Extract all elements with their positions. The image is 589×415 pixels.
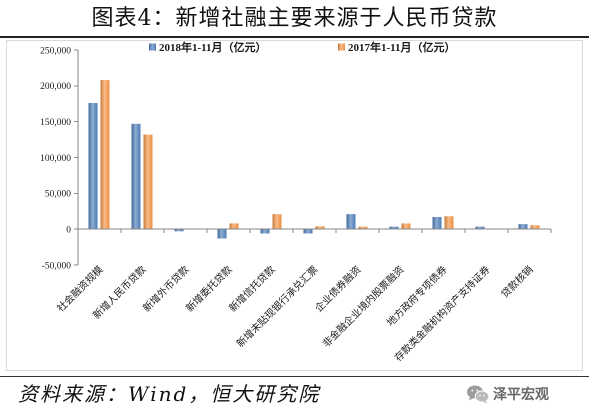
- source-divider: [0, 376, 589, 377]
- x-tick-label: 非金融企业境内股票融资: [320, 263, 407, 350]
- bar-2018-6: [303, 229, 313, 234]
- chart-title: 图表4：新增社融主要来源于人民币贷款: [91, 6, 498, 31]
- chart-frame: [6, 40, 583, 371]
- legend-swatch-2017: [338, 43, 345, 51]
- bar-2018-9: [432, 216, 442, 230]
- bar-2017-4: [229, 223, 239, 230]
- y-tick-label: 250,000: [40, 46, 71, 56]
- bar-2018-8: [389, 226, 399, 230]
- y-tick-label: 0: [66, 225, 71, 235]
- watermark: 泽平宏观: [466, 383, 549, 405]
- bar-2018-11: [518, 224, 528, 230]
- bar-2017-9: [444, 216, 454, 230]
- y-tick-label: -50,000: [42, 261, 72, 271]
- source-note: 资料来源：Wind，恒大研究院: [18, 382, 321, 406]
- bar-2017-7: [358, 226, 368, 230]
- bar-2017-6: [315, 226, 325, 230]
- bar-2018-4: [217, 229, 227, 239]
- y-tick-label: 150,000: [40, 118, 71, 128]
- bar-2018-1: [88, 103, 98, 230]
- legend: 2018年1-11月（亿元） 2017年1-11月（亿元）: [149, 40, 456, 54]
- y-tick-label: 50,000: [45, 190, 71, 200]
- watermark-text: 泽平宏观: [493, 387, 549, 403]
- x-axis: 社会融资规模新增人民币贷款新增外币贷款新增委托贷款新增信托贷款新增未贴现银行承兑…: [54, 228, 552, 364]
- wechat-icon: [466, 384, 490, 404]
- y-tick-label: 200,000: [40, 82, 71, 92]
- bar-series: [88, 80, 540, 239]
- legend-label-2018: 2018年1-11月（亿元）: [159, 40, 267, 54]
- bar-2017-5: [272, 214, 282, 230]
- bar-2017-11: [530, 225, 540, 230]
- bar-2018-5: [260, 229, 270, 234]
- bar-2017-8: [401, 223, 411, 230]
- bar-2017-1: [100, 80, 110, 230]
- x-tick-label: 新增未贴现银行承兑汇票: [234, 263, 321, 350]
- bar-2018-10: [475, 226, 485, 230]
- y-tick-label: 100,000: [40, 154, 71, 164]
- bar-2018-2: [131, 123, 141, 230]
- x-tick-label: 贷款核销: [498, 263, 535, 300]
- legend-item-2018: 2018年1-11月（亿元）: [149, 40, 267, 54]
- y-axis: 250,000 200,000 150,000 100,000 50,000 0 -50,0…: [40, 46, 79, 271]
- bar-2018-3: [174, 229, 184, 232]
- legend-item-2017: 2017年1-11月（亿元）: [338, 40, 456, 54]
- bar-2017-2: [143, 134, 153, 230]
- legend-label-2017: 2017年1-11月（亿元）: [348, 40, 456, 54]
- bar-2018-7: [346, 214, 356, 230]
- title-divider: [0, 36, 589, 38]
- legend-swatch-2018: [149, 43, 156, 51]
